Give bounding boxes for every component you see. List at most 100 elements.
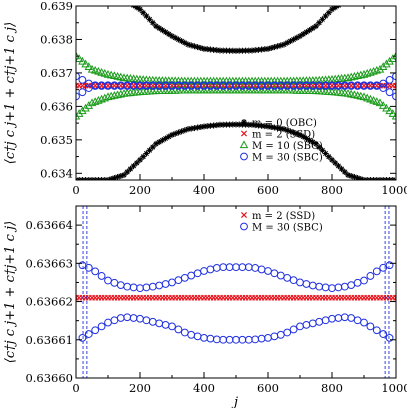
- y-tick-label: 0.635: [40, 133, 73, 147]
- point-0-0: [102, 0, 108, 2]
- point-1-0: [379, 263, 388, 272]
- point-1-1: [110, 316, 119, 325]
- point-1-1: [360, 318, 368, 327]
- point-1-1: [302, 320, 311, 329]
- point-1-0: [116, 281, 125, 290]
- point-0-1: [127, 165, 134, 172]
- point-1-0: [174, 276, 183, 285]
- point-1-1: [264, 333, 272, 342]
- point-0-1: [213, 122, 220, 129]
- point-0-1: [335, 162, 342, 169]
- legend-label-1: M = 30 (SBC): [252, 223, 323, 234]
- point-0-0: [258, 46, 265, 53]
- point-0-1: [351, 173, 358, 180]
- x-tick-label: 1000: [381, 183, 407, 197]
- x-tick-label: 400: [193, 183, 215, 197]
- point-0-0: [194, 44, 201, 51]
- point-0-0: [342, 0, 348, 4]
- legend-marker-1: [240, 222, 248, 231]
- y-tick-label: 0.63662: [25, 295, 73, 309]
- point-1-0: [334, 283, 343, 292]
- point-0-0: [322, 13, 329, 20]
- point-1-1: [168, 322, 176, 331]
- point-3-1: [392, 92, 396, 101]
- point-0-0: [197, 44, 204, 51]
- point-0-0: [92, 0, 98, 2]
- point-0-1: [223, 121, 230, 128]
- point-0-0: [76, 0, 82, 2]
- point-2-0: [84, 62, 94, 70]
- point-1-1: [347, 314, 356, 322]
- point-0-0: [239, 47, 246, 54]
- point-1-0: [308, 281, 317, 290]
- point-0-1: [255, 122, 262, 129]
- point-1-0: [264, 267, 272, 275]
- point-0-1: [220, 121, 227, 128]
- point-0-1: [348, 172, 355, 179]
- point-0-1: [191, 125, 198, 132]
- point-2-0: [78, 56, 87, 65]
- y-axis-label: ⟨c†j c j+1 + c†j+1 c j⟩: [3, 221, 18, 363]
- point-0-1: [156, 139, 163, 146]
- point-1-0: [347, 281, 356, 290]
- point-0-1: [271, 124, 278, 131]
- point-3-0: [78, 75, 87, 84]
- point-0-0: [387, 0, 393, 2]
- point-0-1: [165, 133, 172, 140]
- point-0-0: [380, 0, 386, 2]
- point-1-1: [334, 314, 343, 322]
- point-1-1: [366, 322, 375, 331]
- point-0-1: [210, 122, 217, 129]
- legend-marker-3: [240, 152, 248, 161]
- point-1-0: [353, 278, 362, 287]
- point-0-1: [332, 159, 339, 166]
- point-0-0: [118, 0, 124, 2]
- point-1-1: [270, 332, 279, 341]
- point-0-1: [140, 153, 147, 160]
- point-0-1: [178, 128, 185, 135]
- point-0-0: [79, 0, 85, 2]
- point-0-1: [169, 131, 175, 138]
- point-0-0: [348, 0, 354, 2]
- point-0-0: [129, 6, 131, 7]
- point-1-0: [180, 273, 189, 282]
- point-0-0: [188, 42, 195, 49]
- point-2-1: [385, 106, 394, 115]
- point-1-0: [302, 280, 311, 288]
- point-1-1: [187, 330, 196, 339]
- point-1-0: [225, 263, 234, 272]
- point-1-0: [238, 263, 247, 272]
- point-0-1: [159, 137, 166, 144]
- point-0-0: [99, 0, 105, 2]
- point-0-1: [290, 129, 297, 136]
- point-1-1: [104, 318, 112, 327]
- point-0-1: [242, 121, 249, 128]
- point-1-0: [110, 278, 119, 287]
- point-2-0: [76, 54, 84, 62]
- point-1-0: [340, 282, 349, 291]
- top-panel: 0 200 400 600 800 1000 0.634 0.635 0.636 0.637 0.6…: [3, 0, 407, 197]
- point-0-1: [181, 127, 188, 134]
- point-1-1: [123, 313, 132, 322]
- point-1-0: [251, 264, 260, 272]
- point-0-0: [165, 31, 172, 38]
- point-0-0: [242, 47, 249, 54]
- point-2-1: [388, 109, 396, 117]
- y-tick-label: 0.639: [40, 0, 73, 13]
- point-0-1: [149, 144, 156, 151]
- point-1-0: [315, 282, 324, 291]
- point-0-1: [268, 123, 275, 130]
- point-0-1: [217, 121, 223, 128]
- x-tick-label: 0: [72, 381, 79, 395]
- x-tick-label: 0: [72, 183, 79, 197]
- point-0-0: [271, 44, 278, 51]
- point-0-0: [204, 46, 211, 53]
- legend-label-0: m = 0 (OBC): [252, 118, 317, 129]
- y-tick-label: 0.634: [40, 166, 73, 180]
- point-1-0: [392, 82, 396, 89]
- point-0-0: [361, 0, 367, 2]
- point-1-0: [212, 264, 221, 272]
- y-tick-label: 0.63660: [25, 371, 73, 385]
- point-0-0: [390, 0, 396, 2]
- point-0-1: [114, 173, 121, 180]
